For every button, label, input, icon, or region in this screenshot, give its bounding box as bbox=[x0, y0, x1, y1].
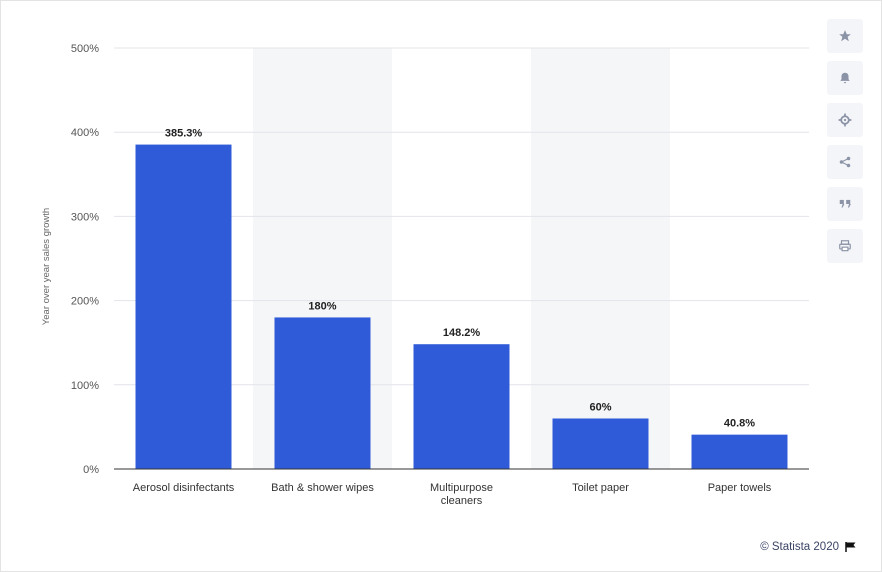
statista-credit[interactable]: © Statista 2020 bbox=[760, 541, 857, 553]
bell-icon bbox=[840, 72, 850, 84]
cite-button[interactable] bbox=[827, 187, 863, 221]
x-tick-label: Bath & shower wipes bbox=[271, 482, 374, 494]
x-tick-label: Paper towels bbox=[708, 482, 772, 494]
print-icon bbox=[839, 240, 851, 252]
chart-toolbar bbox=[827, 19, 865, 263]
gear-icon bbox=[838, 113, 852, 127]
data-label: 180% bbox=[308, 300, 336, 312]
flag-icon bbox=[845, 542, 856, 552]
y-tick-label: 0% bbox=[83, 464, 99, 476]
y-axis-ticks: 0% 100% 200% 300% 400% 500% bbox=[71, 43, 99, 476]
data-label: 385.3% bbox=[165, 128, 203, 140]
bar[interactable] bbox=[135, 144, 232, 469]
print-button[interactable] bbox=[827, 229, 863, 263]
y-tick-label: 500% bbox=[71, 43, 99, 55]
bar[interactable] bbox=[552, 418, 649, 469]
share-icon bbox=[839, 156, 851, 168]
data-label: 148.2% bbox=[443, 327, 481, 339]
credit-text: © Statista 2020 bbox=[760, 541, 839, 553]
y-tick-label: 100% bbox=[71, 380, 99, 392]
favorite-button[interactable] bbox=[827, 19, 863, 53]
bar[interactable] bbox=[274, 317, 371, 469]
x-tick-label: Aerosol disinfectants bbox=[133, 482, 235, 494]
bar[interactable] bbox=[691, 434, 788, 469]
quote-icon bbox=[839, 199, 851, 208]
x-axis-labels: Aerosol disinfectants Bath & shower wipes… bbox=[133, 482, 772, 507]
share-button[interactable] bbox=[827, 145, 863, 179]
x-tick-label: Multipurpose cleaners bbox=[430, 482, 493, 507]
bar[interactable] bbox=[413, 344, 510, 469]
data-label: 60% bbox=[589, 401, 611, 413]
star-icon bbox=[839, 30, 851, 42]
background-band bbox=[531, 48, 670, 469]
x-tick-label: Toilet paper bbox=[572, 482, 629, 494]
notification-button[interactable] bbox=[827, 61, 863, 95]
data-label: 40.8% bbox=[724, 418, 755, 430]
y-tick-label: 200% bbox=[71, 296, 99, 308]
settings-button[interactable] bbox=[827, 103, 863, 137]
y-tick-label: 400% bbox=[71, 127, 99, 139]
y-axis-title: Year over year sales growth bbox=[41, 208, 52, 325]
y-tick-label: 300% bbox=[71, 211, 99, 223]
data-labels: 385.3% 180% 148.2% 60% 40.8% bbox=[165, 128, 755, 430]
bars bbox=[135, 144, 788, 469]
